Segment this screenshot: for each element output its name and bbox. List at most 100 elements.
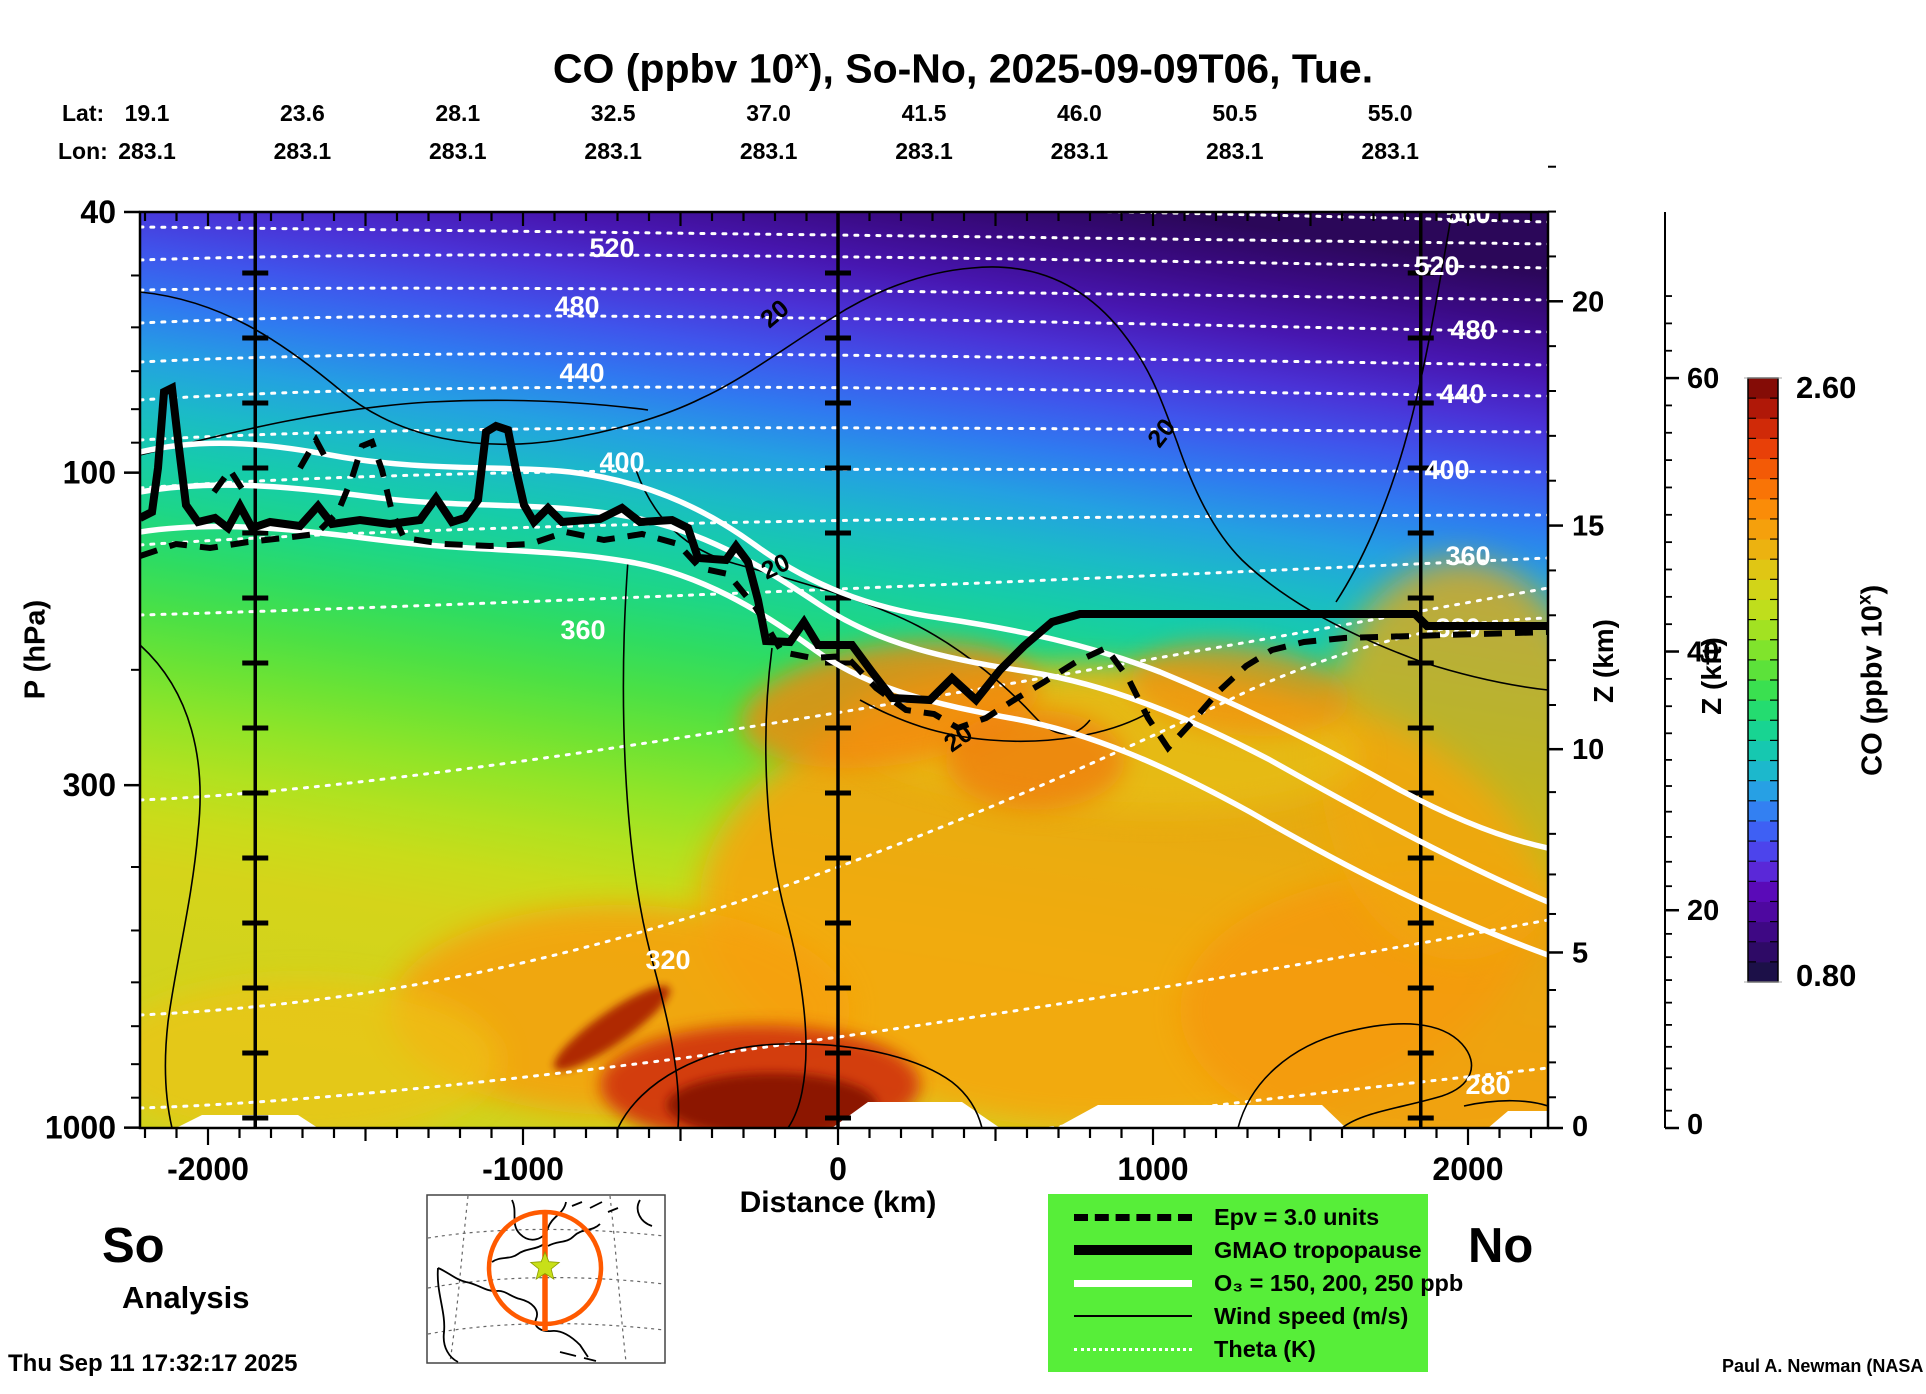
legend-sample-o3 [1074, 1279, 1192, 1287]
map-graticule [609, 1195, 627, 1363]
page-title: CO (ppbv 10x), So-No, 2025-09-09T06, Tue… [0, 44, 1926, 93]
colorbar-segment [1748, 378, 1778, 399]
pressure-axis-title: P (hPa) [19, 599, 52, 700]
colorbar-segment [1748, 841, 1778, 862]
x-tick-label: 1000 [1117, 1151, 1188, 1187]
wind-contour-0 [140, 266, 1548, 691]
map-coastline [437, 1267, 589, 1358]
colorbar-title-post: ) [1856, 584, 1889, 595]
x-tick-label: -2000 [167, 1151, 249, 1187]
co-blob-11 [553, 985, 671, 1071]
colorbar-segment [1748, 760, 1778, 782]
zkft-tick-label: 40 [1687, 637, 1719, 669]
colorbar-segment [1748, 418, 1778, 439]
lon-row-label: Lon: [58, 138, 108, 164]
legend-sample-wind [1074, 1315, 1192, 1317]
wind-contour-9 [140, 644, 201, 1128]
legend-item-o3: O₃ = 150, 200, 250 ppb [1074, 1270, 1463, 1296]
colorbar-segment [1748, 458, 1778, 480]
north-endpoint-label: No [1468, 1219, 1534, 1273]
theta-label-480: 480 [554, 291, 599, 321]
lon-value: 283.1 [1050, 138, 1109, 164]
theta-label-400: 400 [1424, 455, 1469, 485]
theta-contour-420 [140, 426, 1548, 442]
lon-value: 283.1 [273, 138, 332, 164]
wind-contour-5 [765, 647, 807, 1128]
legend-sample-theta [1074, 1347, 1192, 1351]
title-post: ), So-No, 2025-09-09T06, Tue. [808, 45, 1374, 92]
colorbar-segment [1748, 901, 1778, 923]
legend-label: Wind speed (m/s) [1214, 1302, 1409, 1329]
theta-contour-560 [1048, 212, 1548, 224]
map-coastline [636, 1199, 653, 1227]
colorbar-segment [1748, 921, 1778, 943]
legend-label: O₃ = 150, 200, 250 ppb [1214, 1269, 1464, 1296]
lat-value: 50.5 [1212, 100, 1258, 126]
theta-label-520: 520 [1414, 251, 1459, 281]
lat-value: 23.6 [280, 100, 325, 126]
gmao-tropopause-line [140, 381, 1548, 706]
colorbar-segment [1748, 438, 1778, 460]
marker-line--1850km [242, 212, 269, 1128]
colorbar-segment [1748, 941, 1778, 963]
p-tick-label: 100 [63, 455, 116, 491]
colorbar-segment [1748, 478, 1778, 500]
legend-item-tropopause: GMAO tropopause [1074, 1237, 1428, 1263]
zkm-tick-label: 0 [1572, 1111, 1588, 1143]
theta-label-360: 360 [1445, 541, 1490, 571]
track-center-star [529, 1250, 561, 1280]
legend: Epv = 3.0 units GMAO tropopause O₃ = 150, … [1048, 1194, 1463, 1372]
colorbar-title: CO (ppbv 10x) [1855, 550, 1890, 810]
map-graticule [449, 1195, 469, 1363]
lat-value: 32.5 [590, 100, 636, 126]
marker-line-1850km [1407, 212, 1434, 1128]
theta-contour-520 [140, 253, 1548, 270]
lon-value: 283.1 [1361, 138, 1419, 164]
lon-value: 283.1 [1206, 138, 1264, 164]
theta-contour-340 [140, 586, 1548, 802]
track-map-content [427, 1195, 665, 1363]
x-tick-label: -1000 [482, 1151, 564, 1187]
theta-label-360: 360 [560, 615, 605, 645]
wind-contour-7 [1237, 1023, 1473, 1128]
colorbar-segment [1748, 498, 1778, 520]
wind-contour-10 [1335, 212, 1453, 603]
legend-item-theta: Theta (K) [1074, 1336, 1428, 1362]
theta-label-320: 320 [645, 945, 690, 975]
zkft-tick-label: 60 [1687, 363, 1719, 395]
theta-label-520: 520 [589, 233, 634, 263]
legend-label: Epv = 3.0 units [1214, 1203, 1380, 1230]
wind-contour-8 [1463, 1099, 1548, 1107]
lat-value: 41.5 [901, 100, 947, 126]
colorbar [1744, 377, 1782, 983]
distance-axis-title: Distance (km) [739, 1186, 937, 1219]
map-graticule [427, 1322, 665, 1335]
title-sup: x [794, 44, 809, 74]
lat-row-label: Lat: [62, 100, 105, 126]
theta-contour-460 [140, 352, 1548, 367]
legend-label: Theta (K) [1214, 1335, 1316, 1362]
x-tick-label: 2000 [1432, 1151, 1503, 1187]
wind-contour-1 [140, 399, 649, 456]
map-graticule [427, 1228, 665, 1239]
map-graticule [427, 1276, 665, 1289]
lon-value: 283.1 [429, 138, 487, 164]
timestamp: Thu Sep 11 17:32:17 2025 [8, 1350, 298, 1377]
zkft-tick-label: 20 [1687, 895, 1719, 927]
legend-item-epv: Epv = 3.0 units [1074, 1204, 1428, 1230]
co-blob-10 [667, 1073, 877, 1128]
lat-value: 46.0 [1057, 100, 1102, 126]
colorbar-segment [1748, 780, 1778, 802]
lon-value: 283.1 [584, 138, 642, 164]
wind-contour-3 [859, 699, 1151, 743]
theta-contour-300 [140, 918, 1548, 1110]
theta-label-480: 480 [1450, 315, 1495, 345]
colorbar-segment [1748, 680, 1778, 701]
zkm-tick-label: 10 [1572, 734, 1604, 766]
colorbar-segment [1748, 720, 1778, 741]
co-blob-2 [1320, 560, 1548, 960]
colorbar-segment [1748, 861, 1778, 882]
colorbar-segment [1748, 740, 1778, 762]
